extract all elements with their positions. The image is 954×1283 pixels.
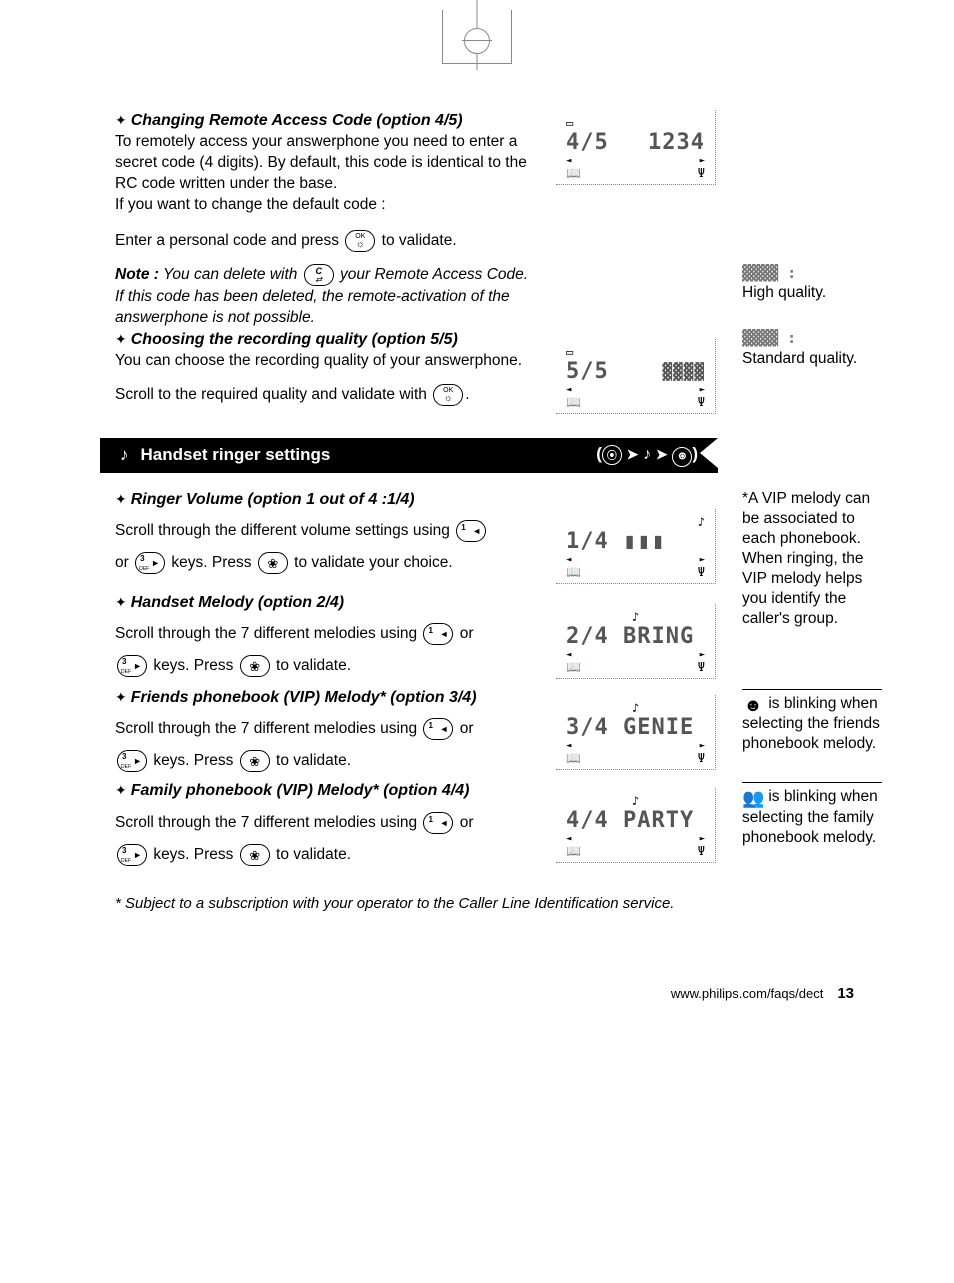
note-icon bbox=[643, 444, 651, 463]
lcd-antenna-icon: Ψ bbox=[698, 395, 705, 409]
lcd-quality-value: ▓▓▓▓ bbox=[662, 364, 705, 380]
page-number: 13 bbox=[837, 985, 854, 1002]
ok-button-icon bbox=[433, 384, 463, 406]
volume-heading: Ringer Volume (option 1 out of 4 :1/4) bbox=[131, 491, 415, 508]
nav-circle-icon: ⊛ bbox=[672, 447, 692, 467]
arrow-icon bbox=[656, 444, 668, 463]
banner-nav-icons: (⦿ ⊛) bbox=[596, 444, 698, 467]
right-key-icon: DEF bbox=[117, 655, 147, 677]
lcd-friends-melody: ♪ 3/4 GENIE ◄► 📖Ψ bbox=[556, 695, 716, 770]
gear-key-icon bbox=[240, 750, 270, 772]
lcd-family-text: 4/4 PARTY bbox=[566, 810, 705, 832]
lcd-antenna-icon: Ψ bbox=[698, 166, 705, 180]
quality-icon-std: ▓▓▓▓ : bbox=[742, 329, 882, 349]
friends-line2: DEF keys. Press to validate. bbox=[115, 750, 540, 772]
lcd-book-icon: 📖 bbox=[566, 395, 581, 409]
handset-line1: Scroll through the 7 different melodies … bbox=[115, 623, 540, 645]
left-key-icon bbox=[423, 623, 453, 645]
gear-key-icon bbox=[240, 844, 270, 866]
handset-line2: DEF keys. Press to validate. bbox=[115, 655, 540, 677]
banner-title: Handset ringer settings bbox=[141, 445, 331, 465]
lcd-family-melody: ♪ 4/4 PARTY ◄► 📖Ψ bbox=[556, 788, 716, 863]
gear-key-icon bbox=[240, 655, 270, 677]
quality-scroll-line: Scroll to the required quality and valid… bbox=[115, 384, 540, 406]
lcd-handset-melody: ♪ 2/4 BRING ◄► 📖Ψ bbox=[556, 604, 716, 679]
remote-heading: Changing Remote Access Code (option 4/5) bbox=[131, 112, 463, 129]
section-banner: ♪ Handset ringer settings (⦿ ⊛) bbox=[100, 438, 718, 473]
lcd-quality-line: 5/5 bbox=[566, 361, 609, 383]
lcd-friends-text: 3/4 GENIE bbox=[566, 717, 705, 739]
quality-heading: Choosing the recording quality (option 5… bbox=[131, 331, 458, 348]
right-key-icon: DEF bbox=[117, 750, 147, 772]
c-button-icon bbox=[304, 264, 334, 286]
lcd-handset-text: 2/4 BRING bbox=[566, 626, 705, 648]
right-key-icon: DEF bbox=[135, 552, 165, 574]
family-line1: Scroll through the 7 different melodies … bbox=[115, 812, 540, 834]
lcd-remote: ▭ 4/5 1234 ◄ ► 📖 Ψ bbox=[556, 110, 716, 185]
quality-high-label: High quality. bbox=[742, 283, 882, 303]
lcd-tri-left: ◄ bbox=[566, 156, 571, 166]
quality-std-label: Standard quality. bbox=[742, 349, 882, 369]
gear-key-icon bbox=[258, 552, 288, 574]
footnote: * Subject to a subscription with your op… bbox=[115, 894, 854, 914]
bullet-icon: ✦ bbox=[115, 330, 127, 349]
left-key-icon bbox=[456, 520, 486, 542]
lcd-book-icon: 📖 bbox=[566, 166, 581, 180]
quality-body: You can choose the recording quality of … bbox=[115, 351, 540, 372]
handset-heading: Handset Melody (option 2/4) bbox=[131, 594, 344, 611]
remote-note: Note : You can delete with your Remote A… bbox=[115, 264, 540, 329]
vip-side-note: *A VIP melody can be associated to each … bbox=[742, 489, 882, 679]
friends-side-note: ☻ is blinking when selecting the friends… bbox=[742, 689, 882, 755]
nav-circle-icon: ⦿ bbox=[602, 445, 622, 465]
lcd-quality: ▭ 5/5 ▓▓▓▓ ◄► 📖Ψ bbox=[556, 339, 716, 414]
page-content: ✦Changing Remote Access Code (option 4/5… bbox=[0, 0, 954, 1062]
friends-line1: Scroll through the 7 different melodies … bbox=[115, 718, 540, 740]
remote-body1: To remotely access your answerphone you … bbox=[115, 132, 540, 195]
page-footer: www.philips.com/faqs/dect 13 bbox=[115, 985, 854, 1002]
enter-code-line: Enter a personal code and press to valid… bbox=[115, 230, 540, 252]
right-key-icon: DEF bbox=[117, 844, 147, 866]
volume-line2: or DEF keys. Press to validate your choi… bbox=[115, 552, 540, 574]
lcd-remote-value: 1234 bbox=[648, 132, 705, 154]
left-key-icon bbox=[423, 812, 453, 834]
lcd-remote-line: 4/5 bbox=[566, 132, 609, 154]
footer-url: www.philips.com/faqs/dect bbox=[671, 986, 823, 1001]
banner-note-icon: ♪ bbox=[120, 445, 129, 465]
ok-button-icon bbox=[345, 230, 375, 252]
friends-heading: Friends phonebook (VIP) Melody* (option … bbox=[131, 689, 477, 706]
lcd-tape-icon: ▭ bbox=[566, 345, 705, 359]
lcd-tape-icon: ▭ bbox=[566, 116, 705, 130]
bullet-icon: ✦ bbox=[115, 111, 127, 130]
lcd-note-icon: ♪ bbox=[566, 515, 705, 529]
arrow-icon bbox=[627, 444, 639, 463]
family-side-note: 👥 is blinking when selecting the family … bbox=[742, 782, 882, 848]
lcd-volume: ♪ 1/4 ▮▮▮ ◄► 📖Ψ bbox=[556, 509, 716, 584]
lcd-tri-right: ► bbox=[700, 156, 705, 166]
quality-icon-high: ▓▓▓▓ : bbox=[742, 264, 882, 284]
smiley-icon: ☻ bbox=[742, 694, 764, 714]
remote-body2: If you want to change the default code : bbox=[115, 195, 540, 216]
people-icon: 👥 bbox=[742, 787, 764, 807]
family-heading: Family phonebook (VIP) Melody* (option 4… bbox=[131, 782, 470, 799]
left-key-icon bbox=[423, 718, 453, 740]
remote-access-block: ✦Changing Remote Access Code (option 4/5… bbox=[115, 110, 540, 216]
lcd-volume-text: 1/4 ▮▮▮ bbox=[566, 531, 705, 553]
family-line2: DEF keys. Press to validate. bbox=[115, 844, 540, 866]
volume-line1: Scroll through the different volume sett… bbox=[115, 520, 540, 542]
